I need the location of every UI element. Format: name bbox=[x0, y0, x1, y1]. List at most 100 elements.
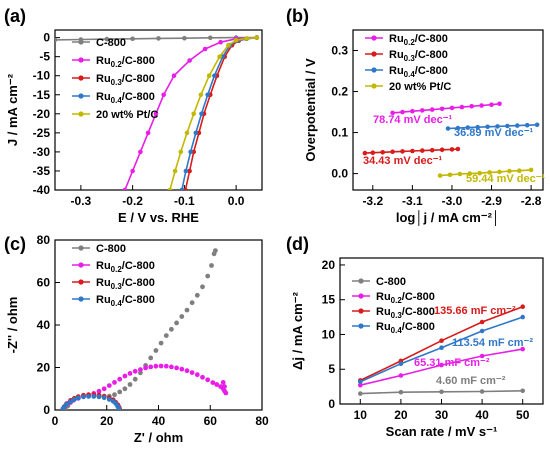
panel-label: (a) bbox=[4, 6, 26, 26]
x-tick-label: -0.2 bbox=[122, 194, 143, 208]
data-point bbox=[449, 147, 455, 152]
data-point bbox=[528, 167, 534, 173]
series-line bbox=[124, 36, 257, 190]
data-point bbox=[132, 368, 138, 374]
data-point bbox=[148, 364, 154, 370]
data-point bbox=[495, 124, 500, 129]
y-axis-title: Overpotential / V bbox=[303, 58, 318, 162]
x-axis-title: E / V vs. RHE bbox=[118, 210, 199, 225]
data-point bbox=[439, 362, 444, 368]
data-layer bbox=[55, 35, 260, 190]
data-point bbox=[457, 171, 463, 177]
x-tick-label: 10 bbox=[354, 408, 368, 422]
data-point bbox=[520, 346, 525, 352]
legend-swatch-marker bbox=[78, 111, 84, 117]
legend-label: C-800 bbox=[376, 276, 406, 288]
y-tick-label: 0 bbox=[43, 31, 50, 45]
legend-swatch-marker bbox=[78, 93, 84, 99]
x-tick-label: 40 bbox=[475, 408, 489, 422]
data-point bbox=[205, 377, 211, 383]
data-point bbox=[475, 124, 481, 130]
legend-label: Ru0.3/C-800 bbox=[389, 49, 448, 63]
legend-swatch-marker bbox=[371, 67, 377, 73]
data-point bbox=[138, 149, 143, 155]
series-0 bbox=[358, 388, 525, 396]
data-point bbox=[158, 340, 164, 346]
x-axis-title: Scan rate / mV s⁻¹ bbox=[386, 424, 498, 439]
data-point bbox=[72, 397, 77, 402]
legend-label: Ru0.4/C-800 bbox=[96, 294, 155, 308]
data-point bbox=[55, 37, 58, 43]
y-tick-label: 10 bbox=[322, 327, 336, 341]
y-tick-label: 20 bbox=[322, 258, 336, 272]
data-point bbox=[179, 366, 185, 372]
data-point bbox=[497, 169, 502, 175]
data-point bbox=[200, 374, 205, 380]
data-point bbox=[194, 292, 200, 298]
data-point bbox=[445, 126, 451, 131]
data-point bbox=[68, 399, 73, 404]
data-point bbox=[117, 389, 123, 395]
data-point bbox=[489, 102, 494, 107]
data-point bbox=[358, 379, 363, 385]
legend-label: Ru0.2/C-800 bbox=[96, 260, 155, 274]
series-1 bbox=[60, 363, 229, 410]
data-point bbox=[439, 389, 444, 395]
data-point bbox=[358, 391, 363, 396]
data-point bbox=[101, 386, 107, 392]
legend-swatch-marker bbox=[358, 323, 364, 329]
data-point bbox=[437, 173, 443, 178]
legend-label: Ru0.3/C-800 bbox=[376, 306, 435, 320]
y-axis-title: J / mA cm⁻² bbox=[5, 73, 20, 146]
data-point bbox=[184, 307, 190, 313]
data-point bbox=[455, 146, 461, 152]
data-layer bbox=[358, 304, 525, 396]
data-point bbox=[112, 380, 117, 385]
data-point bbox=[214, 382, 220, 387]
legend-label: Ru0.3/C-800 bbox=[96, 277, 155, 291]
data-point bbox=[179, 314, 185, 319]
series-0 bbox=[390, 101, 502, 116]
data-point bbox=[148, 355, 154, 361]
legend-swatch-marker bbox=[78, 296, 84, 302]
data-point bbox=[153, 111, 159, 117]
legend-swatch-marker bbox=[78, 39, 84, 45]
data-point bbox=[75, 395, 81, 401]
data-point bbox=[96, 388, 102, 394]
data-point bbox=[187, 168, 192, 174]
series-line bbox=[55, 36, 257, 41]
series-4 bbox=[167, 35, 260, 190]
data-point bbox=[487, 170, 492, 175]
y-tick-label: -10 bbox=[33, 69, 51, 83]
slope-annotation: 65.31 mF cm⁻² bbox=[414, 357, 490, 369]
data-point bbox=[400, 149, 405, 154]
y-tick-label: -40 bbox=[33, 183, 51, 197]
slope-annotation: 135.66 mF cm⁻² bbox=[434, 305, 516, 317]
series-line bbox=[447, 124, 538, 130]
legend-label: C-800 bbox=[96, 37, 126, 49]
slope-annotation: 59.44 mV dec⁻¹ bbox=[466, 173, 546, 185]
data-point bbox=[184, 368, 190, 374]
y-tick-label: 0 bbox=[328, 397, 335, 411]
series-3 bbox=[60, 394, 122, 410]
data-point bbox=[477, 170, 483, 176]
data-point bbox=[200, 284, 205, 290]
legend-swatch-marker bbox=[78, 262, 84, 268]
legend-label: Ru0.4/C-800 bbox=[389, 65, 448, 79]
data-point bbox=[362, 150, 368, 156]
data-point bbox=[497, 101, 502, 107]
series-3 bbox=[437, 167, 534, 178]
data-point bbox=[182, 35, 187, 41]
legend-swatch-marker bbox=[371, 35, 377, 41]
data-point bbox=[206, 73, 212, 78]
y-tick-label: 60 bbox=[37, 276, 51, 290]
legend-swatch-marker bbox=[78, 75, 84, 81]
x-tick-label: -3.1 bbox=[402, 194, 423, 208]
legend-label: Ru0.3/C-800 bbox=[96, 73, 155, 87]
data-point bbox=[167, 187, 173, 190]
legend-swatch-marker bbox=[371, 83, 377, 89]
data-point bbox=[449, 105, 455, 111]
y-axis-title: -Z'' / ohm bbox=[5, 297, 20, 354]
panel-1: (a) -0.3 -0.2 -0.1 0.0 0 -5 -10 -15 -20 -25 -30 -35 -… bbox=[4, 6, 263, 225]
